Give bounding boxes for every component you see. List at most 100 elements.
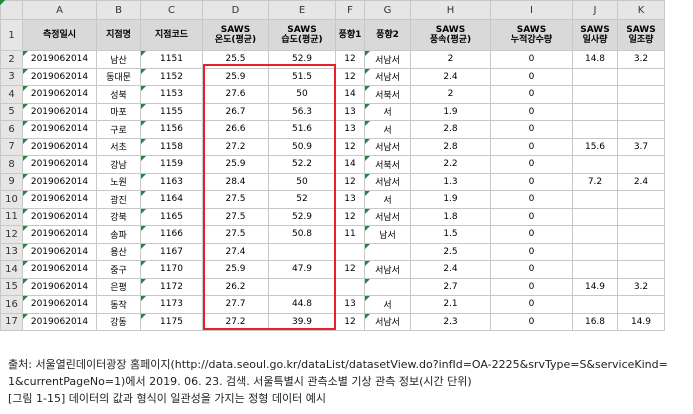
- grid-cell[interactable]: [268, 242, 336, 261]
- grid-cell[interactable]: 0: [490, 172, 573, 191]
- grid-cell[interactable]: [617, 85, 665, 104]
- header-cell[interactable]: SAWS 누적강수량: [490, 19, 573, 51]
- grid-cell[interactable]: 노원: [96, 172, 141, 191]
- grid-cell[interactable]: 44.8: [268, 295, 336, 314]
- header-cell[interactable]: SAWS 일조량: [617, 19, 665, 51]
- grid-cell[interactable]: 50.9: [268, 137, 336, 156]
- grid-cell[interactable]: 0: [490, 260, 573, 279]
- grid-cell[interactable]: 서남서: [364, 260, 411, 279]
- grid-cell[interactable]: 1.9: [410, 102, 491, 121]
- grid-cell[interactable]: 1173: [140, 295, 203, 314]
- grid-cell[interactable]: 성북: [96, 85, 141, 104]
- grid-cell[interactable]: 강남: [96, 155, 141, 174]
- grid-cell[interactable]: 12: [335, 312, 365, 331]
- grid-cell[interactable]: 25.9: [202, 155, 269, 174]
- grid-cell[interactable]: 2019062014: [22, 277, 97, 296]
- grid-cell[interactable]: 12: [335, 67, 365, 86]
- row-number[interactable]: 3: [0, 67, 23, 86]
- grid-cell[interactable]: [617, 260, 665, 279]
- grid-cell[interactable]: [617, 120, 665, 139]
- grid-cell[interactable]: 은평: [96, 277, 141, 296]
- grid-cell[interactable]: 1164: [140, 190, 203, 209]
- grid-cell[interactable]: 1170: [140, 260, 203, 279]
- grid-cell[interactable]: [572, 120, 618, 139]
- grid-cell[interactable]: 2019062014: [22, 242, 97, 261]
- grid-cell[interactable]: 39.9: [268, 312, 336, 331]
- grid-cell[interactable]: 27.6: [202, 85, 269, 104]
- row-number[interactable]: 7: [0, 137, 23, 156]
- grid-cell[interactable]: 서: [364, 102, 411, 121]
- grid-cell[interactable]: 서남서: [364, 67, 411, 86]
- grid-cell[interactable]: 2019062014: [22, 102, 97, 121]
- grid-cell[interactable]: 1167: [140, 242, 203, 261]
- grid-cell[interactable]: 송파: [96, 225, 141, 244]
- grid-cell[interactable]: 12: [335, 137, 365, 156]
- grid-cell[interactable]: 1156: [140, 120, 203, 139]
- grid-cell[interactable]: 2019062014: [22, 190, 97, 209]
- grid-cell[interactable]: [572, 225, 618, 244]
- grid-cell[interactable]: 13: [335, 102, 365, 121]
- grid-cell[interactable]: [335, 277, 365, 296]
- grid-cell[interactable]: 남서: [364, 225, 411, 244]
- grid-cell[interactable]: 1.9: [410, 190, 491, 209]
- row-number[interactable]: 14: [0, 260, 23, 279]
- grid-cell[interactable]: 2019062014: [22, 260, 97, 279]
- grid-cell[interactable]: 26.2: [202, 277, 269, 296]
- grid-cell[interactable]: 서: [364, 190, 411, 209]
- grid-cell[interactable]: 0: [490, 102, 573, 121]
- grid-cell[interactable]: 2: [410, 85, 491, 104]
- grid-cell[interactable]: [335, 242, 365, 261]
- grid-cell[interactable]: 2019062014: [22, 172, 97, 191]
- grid-cell[interactable]: 서: [364, 120, 411, 139]
- grid-cell[interactable]: [617, 207, 665, 226]
- grid-cell[interactable]: 12: [335, 207, 365, 226]
- grid-cell[interactable]: 3.2: [617, 50, 665, 69]
- grid-cell[interactable]: 13: [335, 120, 365, 139]
- grid-cell[interactable]: 구로: [96, 120, 141, 139]
- grid-cell[interactable]: 2019062014: [22, 312, 97, 331]
- grid-cell[interactable]: 27.7: [202, 295, 269, 314]
- grid-cell[interactable]: 14.9: [617, 312, 665, 331]
- row-number[interactable]: 8: [0, 155, 23, 174]
- grid-cell[interactable]: 25.9: [202, 260, 269, 279]
- grid-cell[interactable]: 14: [335, 155, 365, 174]
- grid-cell[interactable]: 2019062014: [22, 120, 97, 139]
- grid-cell[interactable]: 0: [490, 207, 573, 226]
- column-letter-d[interactable]: D: [202, 0, 269, 20]
- row-number[interactable]: 11: [0, 207, 23, 226]
- grid-cell[interactable]: 0: [490, 67, 573, 86]
- row-number[interactable]: 13: [0, 242, 23, 261]
- grid-cell[interactable]: 2.3: [410, 312, 491, 331]
- grid-cell[interactable]: 56.3: [268, 102, 336, 121]
- grid-cell[interactable]: [617, 295, 665, 314]
- grid-cell[interactable]: 1.5: [410, 225, 491, 244]
- grid-cell[interactable]: 12: [335, 260, 365, 279]
- grid-cell[interactable]: 2.4: [617, 172, 665, 191]
- grid-cell[interactable]: [617, 102, 665, 121]
- grid-cell[interactable]: 13: [335, 295, 365, 314]
- grid-cell[interactable]: [364, 242, 411, 261]
- grid-cell[interactable]: [572, 295, 618, 314]
- grid-cell[interactable]: 14.9: [572, 277, 618, 296]
- row-number[interactable]: 10: [0, 190, 23, 209]
- column-letter-g[interactable]: G: [364, 0, 411, 20]
- column-letter-j[interactable]: J: [572, 0, 618, 20]
- grid-cell[interactable]: [617, 67, 665, 86]
- grid-cell[interactable]: 0: [490, 295, 573, 314]
- grid-cell[interactable]: [617, 190, 665, 209]
- grid-cell[interactable]: [572, 155, 618, 174]
- grid-cell[interactable]: 0: [490, 50, 573, 69]
- grid-cell[interactable]: 50: [268, 85, 336, 104]
- grid-cell[interactable]: 51.5: [268, 67, 336, 86]
- grid-cell[interactable]: 1.8: [410, 207, 491, 226]
- grid-cell[interactable]: 50.8: [268, 225, 336, 244]
- grid-cell[interactable]: 2.8: [410, 137, 491, 156]
- grid-cell[interactable]: 2.7: [410, 277, 491, 296]
- grid-cell[interactable]: 25.5: [202, 50, 269, 69]
- grid-cell[interactable]: 서남서: [364, 172, 411, 191]
- grid-cell[interactable]: [617, 242, 665, 261]
- grid-cell[interactable]: 13: [335, 190, 365, 209]
- grid-cell[interactable]: 남산: [96, 50, 141, 69]
- grid-cell[interactable]: 서북서: [364, 85, 411, 104]
- grid-cell[interactable]: 2019062014: [22, 50, 97, 69]
